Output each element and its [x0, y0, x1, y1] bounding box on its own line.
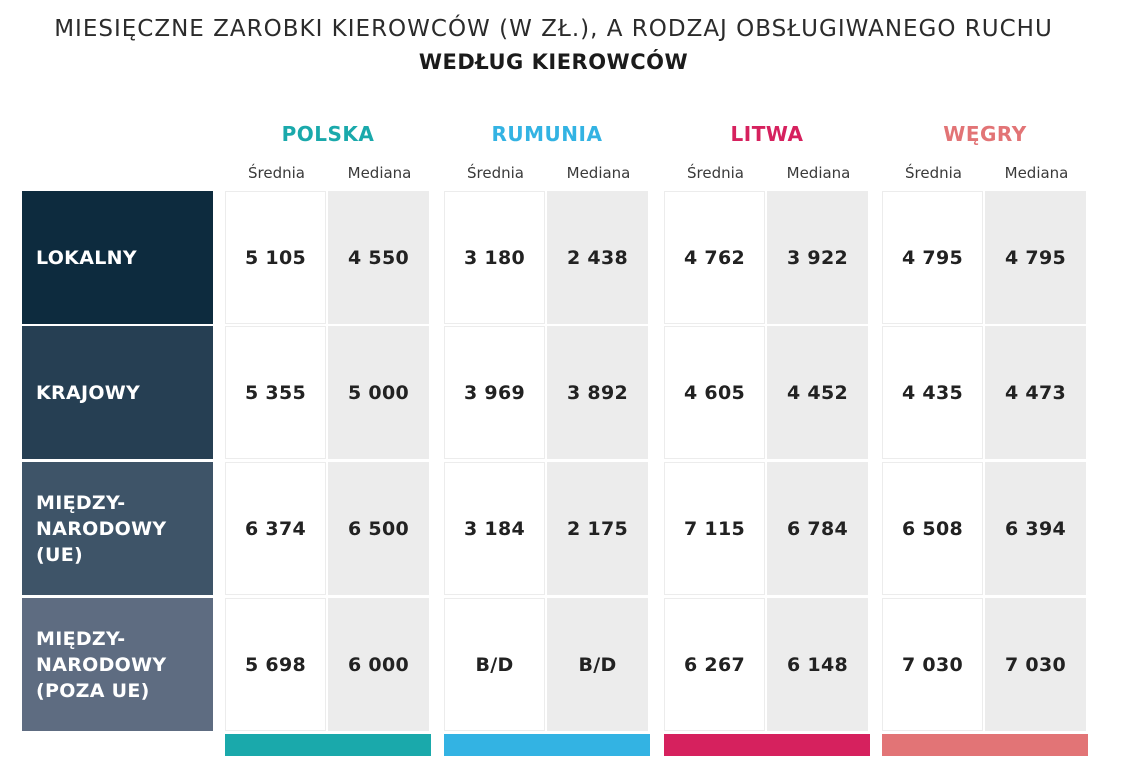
average-cell: 3 180: [444, 191, 545, 324]
sublabel-med: Mediana: [1004, 164, 1069, 182]
sublabel-avg: Średnia: [905, 164, 962, 182]
average-cell: 7 030: [882, 598, 983, 731]
median-cell: 6 784: [767, 462, 868, 595]
average-cell: 6 508: [882, 462, 983, 595]
median-cell: 6 000: [328, 598, 429, 731]
country-color-bar: [882, 734, 1088, 756]
country-header-1: POLSKA: [281, 122, 375, 146]
sublabel-med: Mediana: [786, 164, 851, 182]
median-cell: 4 550: [328, 191, 429, 324]
country-header-4: WĘGRY: [943, 122, 1027, 146]
median-cell: 2 175: [547, 462, 648, 595]
average-cell: 4 605: [664, 326, 765, 459]
average-cell: 3 184: [444, 462, 545, 595]
average-cell: B/D: [444, 598, 545, 731]
average-cell: 7 115: [664, 462, 765, 595]
average-cell: 4 435: [882, 326, 983, 459]
sublabel-med: Mediana: [566, 164, 631, 182]
row-header: MIĘDZY- NARODOWY (POZA UE): [22, 598, 213, 731]
median-cell: 4 452: [767, 326, 868, 459]
chart-title: MIESIĘCZNE ZAROBKI KIEROWCÓW (W ZŁ.), A …: [54, 16, 1053, 42]
average-cell: 5 355: [225, 326, 326, 459]
sublabel-avg: Średnia: [467, 164, 524, 182]
median-cell: 4 473: [985, 326, 1086, 459]
median-cell: B/D: [547, 598, 648, 731]
median-cell: 3 922: [767, 191, 868, 324]
country-color-bar: [225, 734, 431, 756]
row-header: MIĘDZY- NARODOWY (UE): [22, 462, 213, 595]
average-cell: 5 698: [225, 598, 326, 731]
median-cell: 5 000: [328, 326, 429, 459]
average-cell: 6 374: [225, 462, 326, 595]
median-cell: 6 500: [328, 462, 429, 595]
country-color-bar: [664, 734, 870, 756]
sublabel-avg: Średnia: [687, 164, 744, 182]
median-cell: 4 795: [985, 191, 1086, 324]
country-header-3: LITWA: [730, 122, 804, 146]
country-color-bar: [444, 734, 650, 756]
row-header: KRAJOWY: [22, 326, 213, 459]
median-cell: 6 148: [767, 598, 868, 731]
average-cell: 4 762: [664, 191, 765, 324]
median-cell: 2 438: [547, 191, 648, 324]
chart-subtitle: WEDŁUG KIEROWCÓW: [418, 50, 689, 74]
median-cell: 3 892: [547, 326, 648, 459]
sublabel-med: Mediana: [347, 164, 412, 182]
median-cell: 7 030: [985, 598, 1086, 731]
row-header: LOKALNY: [22, 191, 213, 324]
sublabel-avg: Średnia: [248, 164, 305, 182]
average-cell: 5 105: [225, 191, 326, 324]
median-cell: 6 394: [985, 462, 1086, 595]
average-cell: 6 267: [664, 598, 765, 731]
average-cell: 3 969: [444, 326, 545, 459]
country-header-2: RUMUNIA: [491, 122, 603, 146]
average-cell: 4 795: [882, 191, 983, 324]
